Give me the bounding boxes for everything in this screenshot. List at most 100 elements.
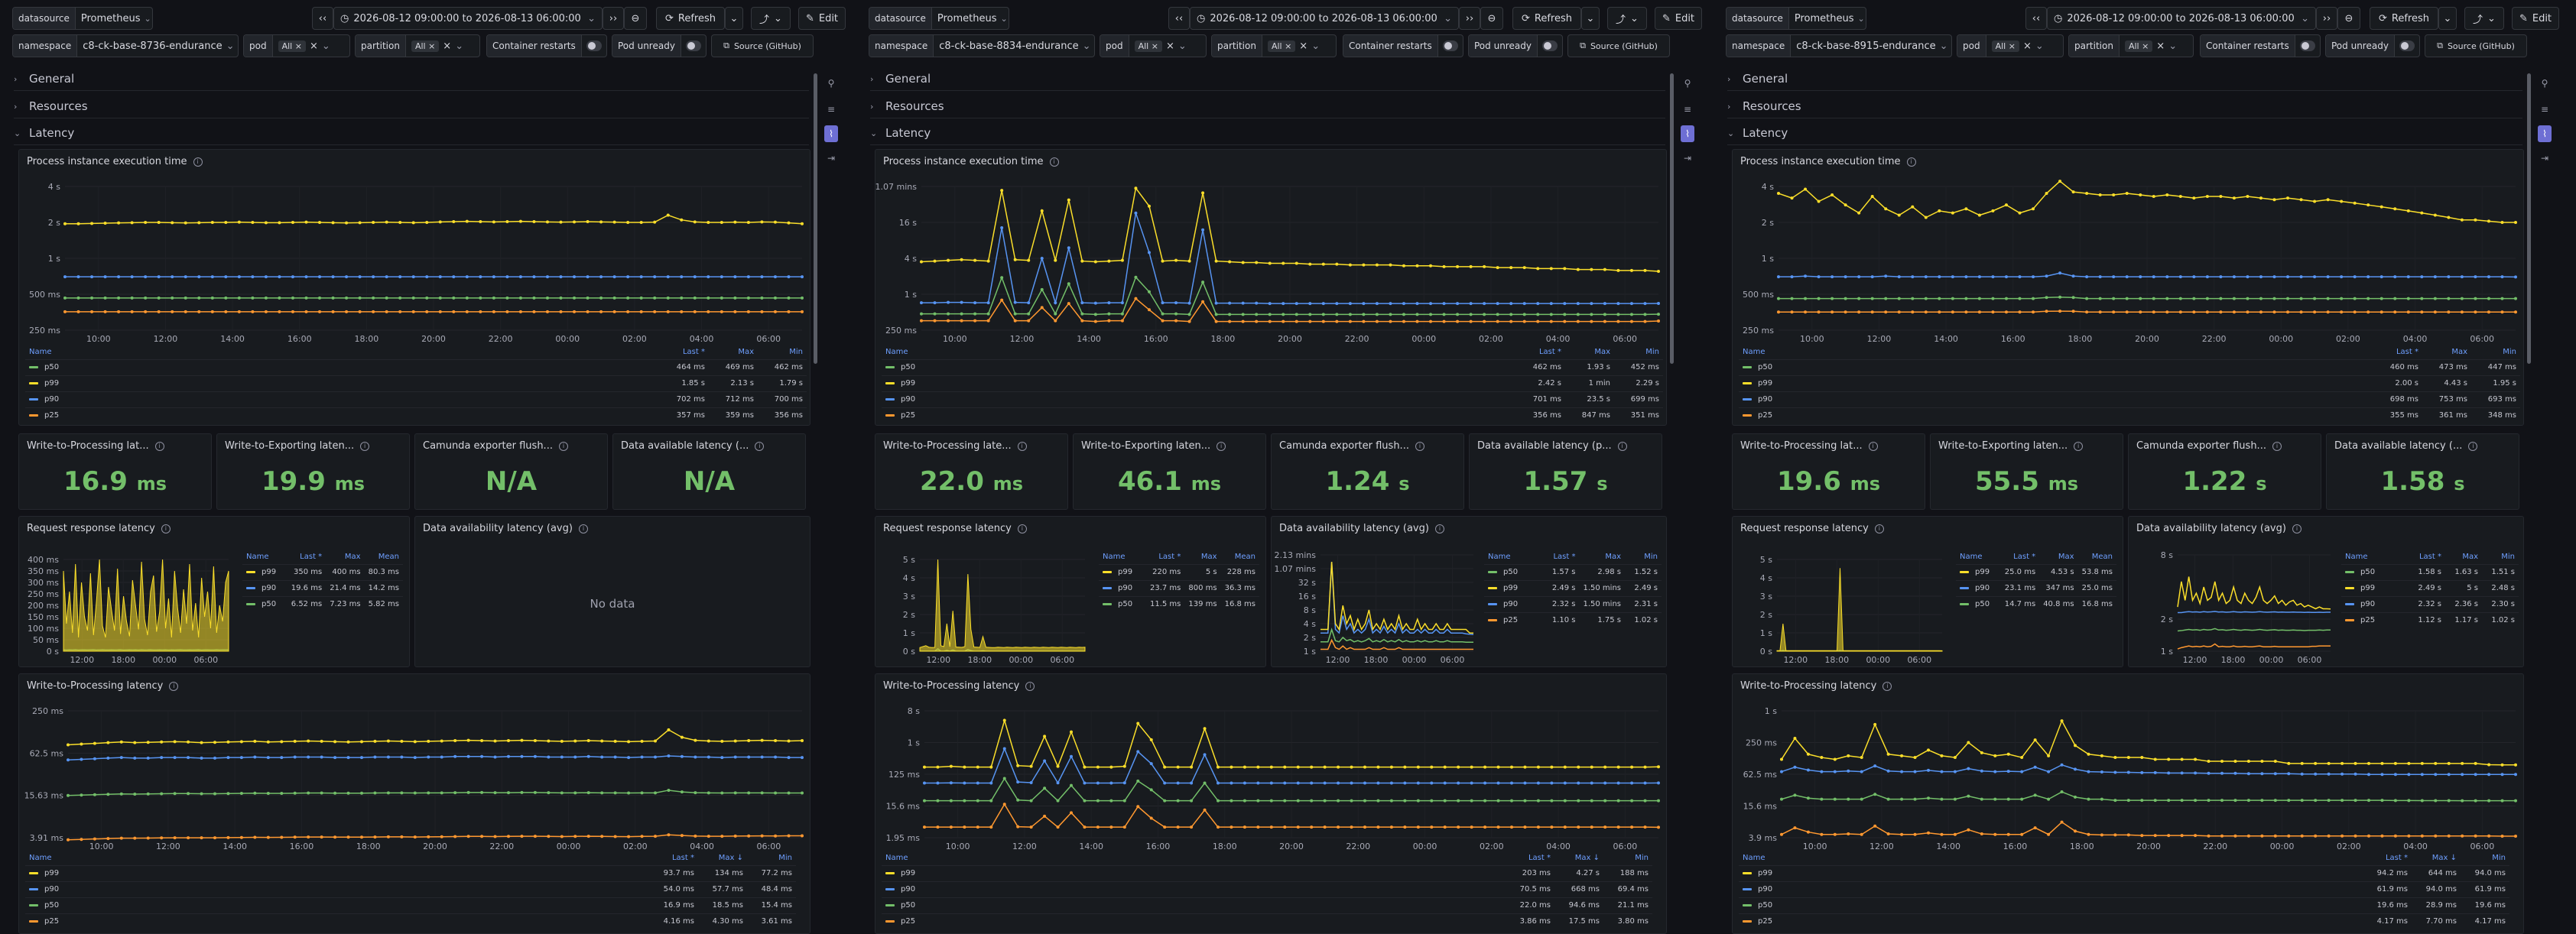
toggle-switch[interactable] [586, 41, 602, 51]
info-icon[interactable]: i [2272, 441, 2282, 451]
pod-variable[interactable]: pod All × × ⌄ [243, 34, 350, 57]
close-icon[interactable]: × [443, 40, 452, 52]
edit-button[interactable]: ✎ Edit [2512, 7, 2559, 30]
time-forward-button[interactable]: ›› [603, 7, 624, 30]
legend-header-0[interactable]: Name [1743, 854, 1766, 863]
pod-unready-toggle[interactable]: Pod unready [612, 34, 707, 57]
section-resources[interactable]: › Resources [14, 98, 88, 115]
legend-header-2[interactable]: Max ↓ [718, 854, 743, 863]
panel-stat-3[interactable]: Data available latency (... i N/A [612, 433, 806, 510]
panel-process-instance-execution-time[interactable]: Process instance execution time i 1.07 min… [875, 149, 1667, 426]
close-icon[interactable]: × [309, 40, 318, 52]
time-range-picker[interactable]: ◷ 2026-08-12 09:00:00 to 2026-08-13 06:00… [1190, 7, 1459, 30]
legend-row[interactable]: p99 1.85 s 2.13 s 1.79 s [25, 375, 807, 391]
info-icon[interactable]: i [1906, 157, 1916, 167]
pod-variable[interactable]: pod All × × ⌄ [1100, 34, 1207, 57]
time-back-button[interactable]: ‹‹ [2025, 7, 2047, 30]
chart-icon[interactable]: ⌇ [2538, 125, 2552, 142]
legend-row[interactable]: p90 2.32 s 1.50 mins 2.31 s [1484, 595, 1662, 612]
close-icon[interactable]: × [2022, 40, 2032, 52]
section-general[interactable]: › General [870, 70, 931, 87]
legend-header-0[interactable]: Name [1103, 553, 1126, 562]
legend-row[interactable]: p25 357 ms 359 ms 356 ms [25, 407, 807, 423]
section-latency[interactable]: ⌄ Latency [14, 125, 74, 141]
legend-header-1[interactable]: Last * [300, 553, 323, 562]
legend-row[interactable]: p50 1.57 s 2.98 s 1.52 s [1484, 563, 1662, 580]
thumb-icon[interactable]: ⚲ [1684, 78, 1691, 89]
legend-header-2[interactable]: Max [2058, 553, 2074, 562]
legend-header-1[interactable]: Last * [2013, 553, 2036, 562]
info-icon[interactable]: i [1017, 524, 1027, 533]
close-icon[interactable]: × [2156, 40, 2165, 52]
legend-header-1[interactable]: Last * [2418, 553, 2441, 562]
info-icon[interactable]: i [1017, 441, 1027, 451]
toggle-switch[interactable] [685, 41, 701, 51]
legend-header-0[interactable]: Name [29, 348, 52, 357]
legend-header-0[interactable]: Name [1743, 348, 1766, 357]
legend-header-3[interactable]: Mean [378, 553, 399, 562]
partition-variable[interactable]: partition All × × ⌄ [1211, 34, 1337, 57]
info-icon[interactable]: i [1049, 157, 1059, 167]
panel-stat-2[interactable]: Camunda exporter flush... i N/A [414, 433, 608, 510]
legend-row[interactable]: p99 25.0 ms 4.53 s 53.8 ms [1956, 563, 2116, 580]
refresh-interval-dropdown[interactable]: ⌄ [1581, 7, 1600, 30]
legend-header-2[interactable]: Max [2451, 348, 2467, 357]
pod-chip[interactable]: All × [278, 40, 306, 52]
refresh-interval-dropdown[interactable]: ⌄ [725, 7, 743, 30]
legend-row[interactable]: p99 220 ms 5 s 228 ms [1099, 563, 1259, 580]
info-icon[interactable]: i [169, 681, 179, 691]
legend-header-1[interactable]: Last * [1528, 854, 1551, 863]
legend-row[interactable]: p25 1.12 s 1.17 s 1.02 s [2341, 611, 2519, 628]
legend-row[interactable]: p90 19.6 ms 21.4 ms 14.2 ms [242, 579, 403, 596]
pod-chip[interactable]: All × [1134, 40, 1162, 52]
info-icon[interactable]: i [1025, 681, 1035, 691]
time-range-picker[interactable]: ◷ 2026-08-12 09:00:00 to 2026-08-13 06:00… [333, 7, 603, 30]
share-button[interactable]: ⤴ ⌄ [1607, 7, 1647, 30]
close-icon[interactable]: × [292, 41, 302, 51]
pod-chip[interactable]: All × [1991, 40, 2019, 52]
info-icon[interactable]: i [154, 441, 164, 451]
close-icon[interactable]: × [2006, 41, 2016, 51]
legend-row[interactable]: p50 464 ms 469 ms 462 ms [25, 358, 807, 375]
legend-row[interactable]: p99 2.49 s 1.50 mins 2.49 s [1484, 579, 1662, 596]
info-icon[interactable]: i [578, 524, 588, 533]
namespace-variable[interactable]: namespace c8-ck-base-8834-endurance ⌄ [869, 34, 1095, 57]
panel-stat-0[interactable]: Write-to-Processing late... i 22.0 ms [875, 433, 1068, 510]
panel-data-availability-latency[interactable]: Data availability latency (avg) i No data [414, 516, 810, 667]
time-back-button[interactable]: ‹‹ [312, 7, 333, 30]
panel-stat-2[interactable]: Camunda exporter flush... i 1.22 s [2128, 433, 2321, 510]
partition-variable[interactable]: partition All × × ⌄ [355, 34, 480, 57]
chart-svg[interactable]: 5 s4 s3 s2 s1 s0 s12:00 18:00 00:00 06:00 [882, 555, 1090, 666]
legend-row[interactable]: p99 203 ms 4.27 s 188 ms [882, 864, 1652, 881]
legend-row[interactable]: p25 3.86 ms 17.5 ms 3.80 ms [882, 913, 1652, 929]
panel-write-to-processing-latency[interactable]: Write-to-Processing latency i 250 ms 62.5 m… [18, 673, 810, 934]
section-resources[interactable]: › Resources [1727, 98, 1801, 115]
legend-row[interactable]: p90 23.7 ms 800 ms 36.3 ms [1099, 579, 1259, 596]
close-icon[interactable]: × [1282, 41, 1292, 51]
panel-stat-1[interactable]: Write-to-Exporting laten... i 55.5 ms [1930, 433, 2123, 510]
info-icon[interactable]: i [1868, 441, 1878, 451]
legend-row[interactable]: p99 93.7 ms 134 ms 77.2 ms [25, 864, 796, 881]
info-icon[interactable]: i [2292, 524, 2302, 533]
info-icon[interactable]: i [2074, 441, 2084, 451]
time-forward-button[interactable]: ›› [2316, 7, 2337, 30]
datasource-picker[interactable]: datasource Prometheus ⌄ [1726, 7, 1866, 30]
legend-row[interactable]: p25 355 ms 361 ms 348 ms [1739, 407, 2520, 423]
chart-svg[interactable]: 5 s4 s3 s2 s1 s0 s12:00 18:00 00:00 06:00 [1739, 555, 1947, 666]
legend-header-0[interactable]: Name [246, 553, 269, 562]
info-icon[interactable]: i [558, 441, 568, 451]
panel-data-availability-latency[interactable]: Data availability latency (avg) i 2.13 min… [1271, 516, 1667, 667]
legend-header-1[interactable]: Last * [682, 348, 705, 357]
legend-header-3[interactable]: Min [1635, 854, 1649, 863]
zoom-out-button[interactable]: ⊖ [1480, 7, 1503, 30]
panel-request-response-latency[interactable]: Request response latency i 400 ms 350 ms 300… [18, 516, 410, 667]
